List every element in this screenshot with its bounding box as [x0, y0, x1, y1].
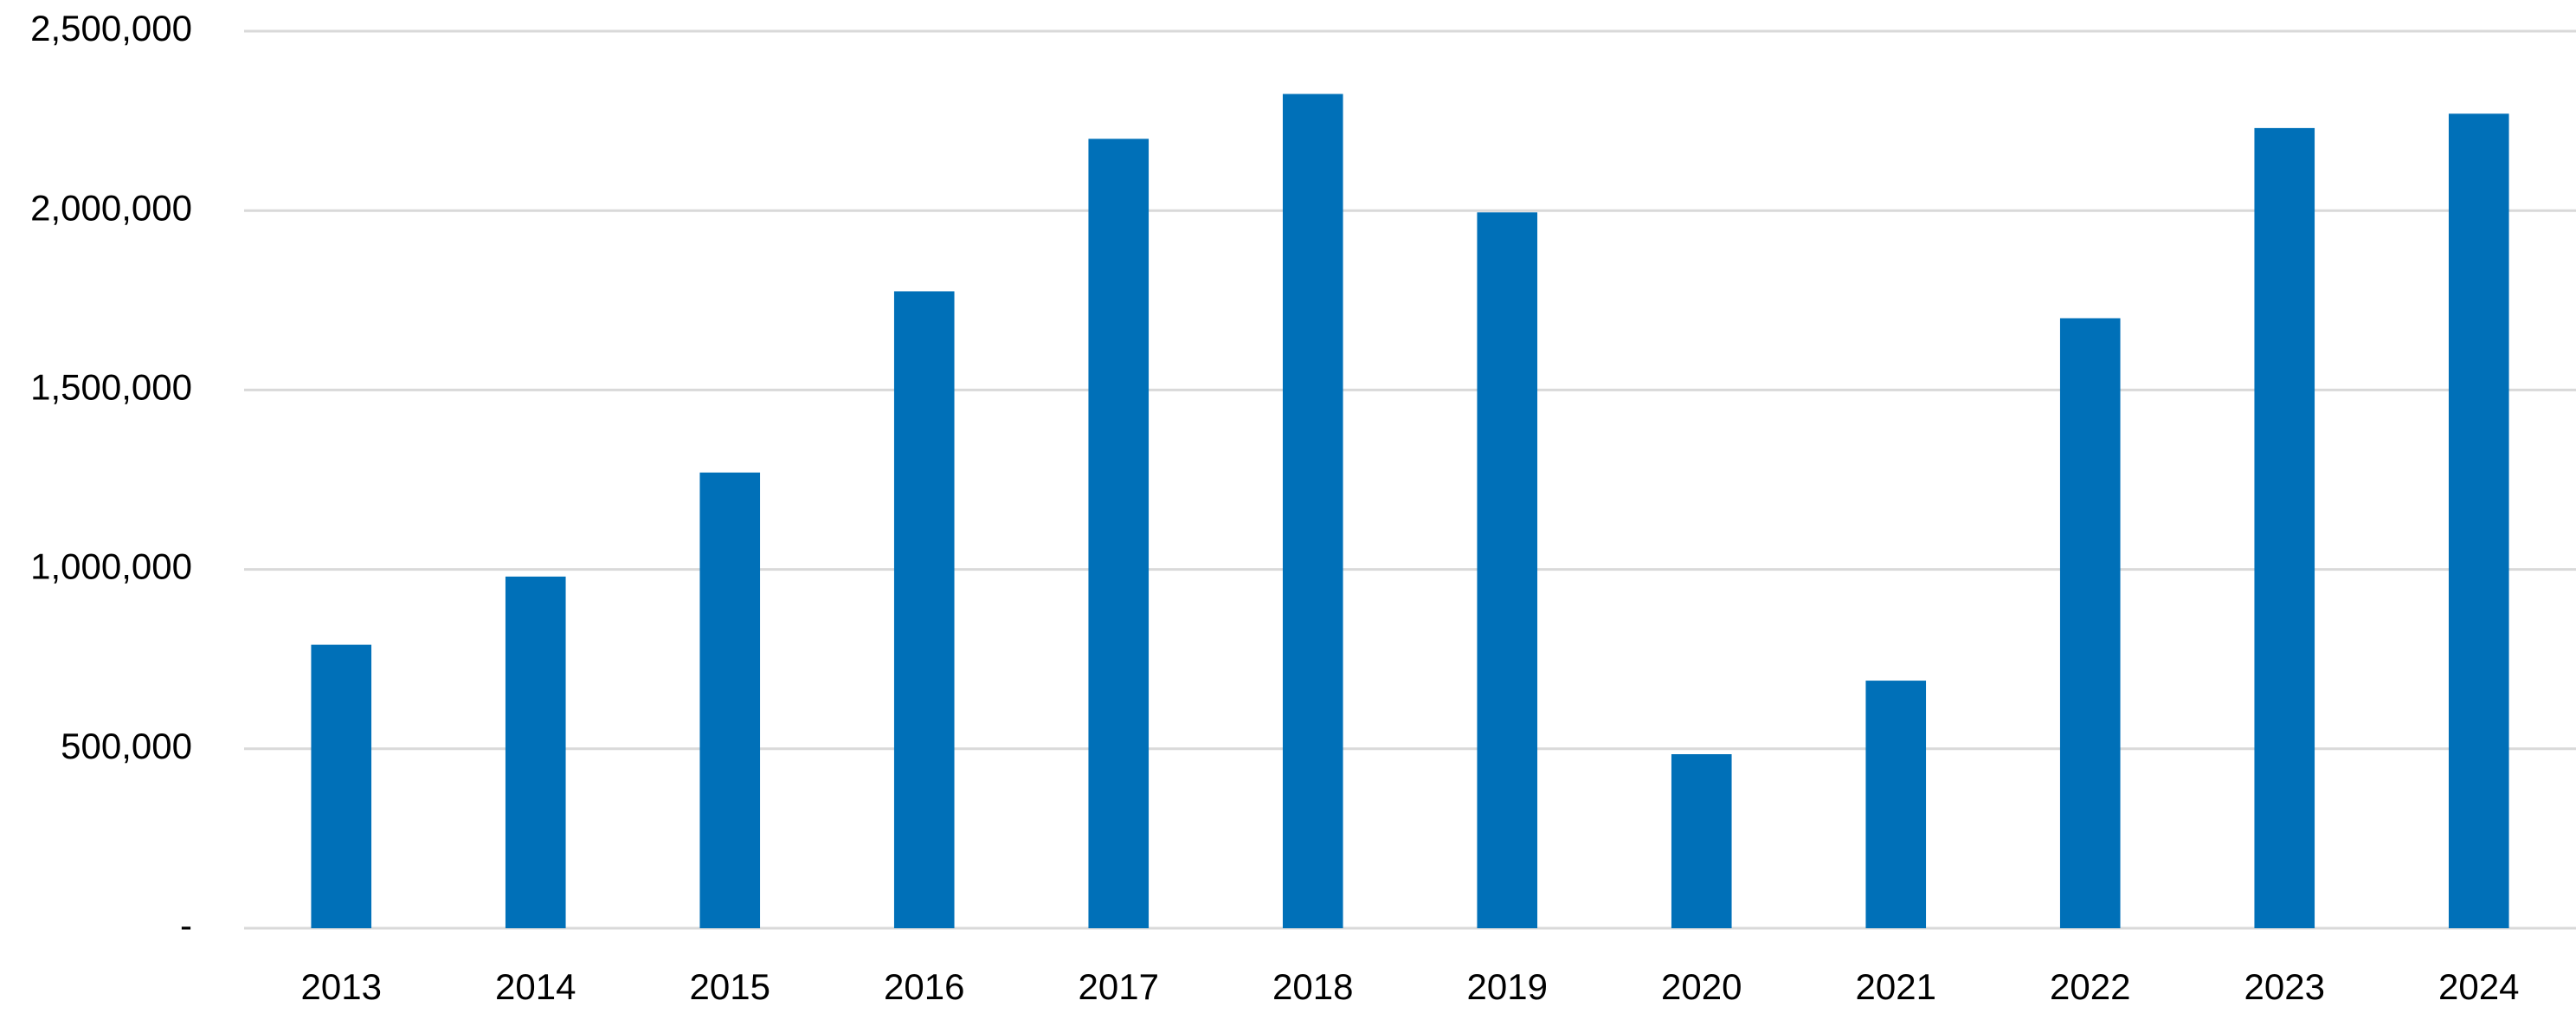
bar	[893, 291, 955, 928]
x-tick-label: 2017	[1079, 966, 1159, 1007]
x-tick-label: 2022	[2050, 966, 2130, 1007]
bar	[699, 472, 761, 928]
x-tick-label: 2014	[495, 966, 576, 1007]
bar	[2448, 113, 2509, 928]
x-tick-label: 2018	[1272, 966, 1353, 1007]
bar	[311, 644, 372, 928]
x-tick-label: 2016	[884, 966, 964, 1007]
x-tick-label: 2013	[301, 966, 382, 1007]
x-tick-label: 2015	[690, 966, 770, 1007]
bar	[1477, 212, 1538, 929]
bar	[1671, 754, 1732, 928]
bar	[1282, 94, 1343, 928]
bar	[1088, 139, 1150, 928]
x-tick-label: 2024	[2438, 966, 2519, 1007]
y-tick-label: 2,000,000	[30, 187, 192, 228]
x-tick-label: 2020	[1661, 966, 1742, 1007]
y-tick-label: 1,500,000	[30, 366, 192, 407]
x-tick-label: 2023	[2244, 966, 2325, 1007]
x-tick-label: 2019	[1467, 966, 1548, 1007]
bar	[2254, 127, 2315, 928]
y-tick-label: 2,500,000	[30, 8, 192, 48]
x-tick-label: 2021	[1856, 966, 1936, 1007]
y-tick-label: 1,000,000	[30, 546, 192, 587]
y-tick-label: 500,000	[61, 726, 192, 766]
bar	[2059, 318, 2121, 928]
bar	[1865, 681, 1927, 928]
bar	[505, 576, 566, 928]
y-tick-label: -	[180, 905, 192, 946]
